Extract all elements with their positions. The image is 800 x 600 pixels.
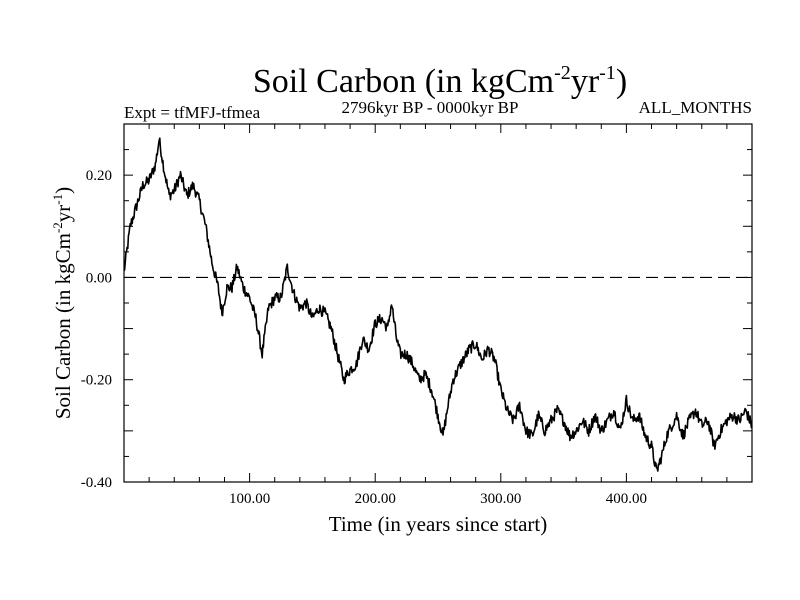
chart-title: Soil Carbon (in kgCm-2yr-1) [253, 62, 627, 100]
x-tick-label: 400.00 [606, 491, 647, 507]
y-tick-label: 0.00 [86, 270, 112, 286]
period-label: 2796kyr BP - 0000kyr BP [342, 98, 519, 117]
y-tick-label: 0.20 [86, 168, 112, 184]
x-tick-label: 200.00 [355, 491, 396, 507]
x-axis-label: Time (in years since start) [329, 512, 548, 536]
soil-carbon-series-line [123, 137, 753, 472]
months-label: ALL_MONTHS [639, 98, 752, 117]
axis-ticks [124, 123, 752, 483]
y-tick-label: -0.20 [81, 373, 112, 389]
x-tick-label: 300.00 [480, 491, 521, 507]
y-axis-label: Soil Carbon (in kgCm-2yr-1) [50, 187, 75, 419]
x-tick-label: 100.00 [229, 491, 270, 507]
y-tick-label: -0.40 [81, 475, 112, 491]
plot-frame [123, 123, 753, 483]
tick-labels: 100.00 200.00 300.00 400.00 0.20 0.00 -0.20 -0.… [81, 168, 647, 507]
experiment-label: Expt = tfMFJ-tfmea [124, 103, 261, 122]
